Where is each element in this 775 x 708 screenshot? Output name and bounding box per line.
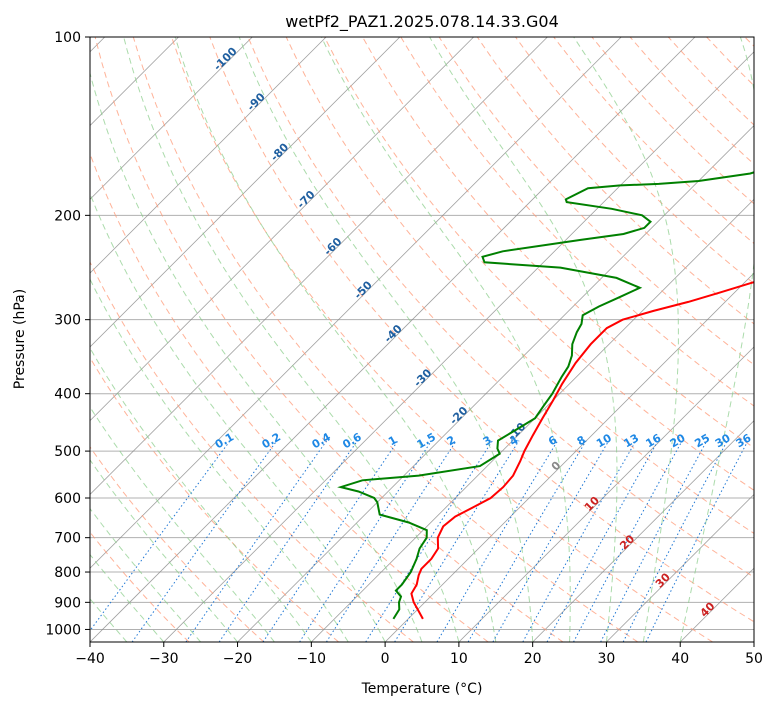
isotherm-line bbox=[237, 124, 754, 642]
y-axis-ticks: 1000 900 800 700 600 500 400 300 200 100 bbox=[45, 30, 90, 638]
x-axis-ticks: −40 −30 −20 −10 0 10 20 30 40 50 bbox=[75, 642, 763, 667]
isotherm-line bbox=[90, 37, 548, 496]
mixing-ratio-line bbox=[325, 440, 457, 642]
y-tick-label: 300 bbox=[54, 313, 81, 329]
x-tick-label: 50 bbox=[745, 651, 763, 667]
isotherm-line bbox=[90, 37, 474, 422]
y-tick-label: 700 bbox=[54, 531, 81, 547]
moist-adiabat-line bbox=[123, 37, 460, 642]
mixing-ratio-line bbox=[573, 440, 683, 642]
x-tick-label: 0 bbox=[381, 651, 390, 667]
isotherm-line bbox=[90, 37, 327, 274]
isotherm-line bbox=[532, 420, 754, 642]
x-tick-label: −30 bbox=[149, 651, 179, 667]
dry-adiabat-line bbox=[285, 37, 754, 535]
moist-adiabat-line bbox=[90, 406, 275, 642]
mixing-ratio-line bbox=[436, 440, 559, 642]
x-tick-label: 20 bbox=[524, 651, 542, 667]
moist-adiabat-line bbox=[90, 278, 349, 642]
mixing-ratio-line bbox=[467, 440, 587, 642]
y-tick-label: 1000 bbox=[45, 622, 81, 638]
moist-adiabat-line bbox=[238, 37, 534, 642]
mixing-ratio-line bbox=[645, 440, 749, 642]
isotherm-line bbox=[90, 37, 253, 200]
mixing-ratio-line bbox=[185, 440, 328, 642]
dry-adiabat-line bbox=[132, 37, 639, 642]
chart-title: wetPf2_PAZ1.2025.078.14.33.G04 bbox=[285, 12, 559, 32]
x-tick-label: −20 bbox=[223, 651, 253, 667]
isotherm-line bbox=[384, 272, 754, 642]
moist-adiabat-line bbox=[90, 192, 386, 642]
x-tick-label: 30 bbox=[598, 651, 616, 667]
moist-adiabat-line bbox=[90, 507, 202, 642]
moist-adiabat-line bbox=[90, 459, 238, 642]
y-tick-label: 600 bbox=[54, 491, 81, 507]
moist-adiabat-line bbox=[573, 37, 679, 642]
mixing-ratio-line bbox=[546, 440, 659, 642]
isotherm-line bbox=[90, 37, 401, 348]
mixing-ratio-line bbox=[365, 440, 493, 642]
dry-adiabat-line bbox=[90, 356, 339, 642]
dry-adiabat-line bbox=[438, 37, 754, 366]
x-tick-label: −10 bbox=[297, 651, 327, 667]
dry-adiabat-line bbox=[515, 37, 754, 285]
dry-adiabat-line bbox=[209, 37, 754, 623]
moist-adiabat-line bbox=[174, 37, 497, 642]
y-tick-label: 100 bbox=[54, 30, 81, 46]
mixing-ratio-line bbox=[262, 440, 399, 642]
moist-adiabat-line bbox=[90, 553, 165, 642]
background-lines bbox=[90, 37, 754, 642]
temperature-profile-line bbox=[410, 281, 754, 620]
isotherm-line bbox=[90, 37, 622, 569]
dry-adiabat-line bbox=[90, 446, 265, 642]
mixing-ratio-line bbox=[394, 440, 520, 642]
dry-adiabat-line bbox=[90, 260, 414, 642]
y-tick-label: 800 bbox=[54, 565, 81, 581]
x-axis-label: Temperature (°C) bbox=[361, 681, 483, 697]
isotherm-line bbox=[458, 346, 754, 642]
x-tick-label: 40 bbox=[671, 651, 689, 667]
y-axis-label: Pressure (hPa) bbox=[12, 289, 28, 389]
moist-adiabat-line bbox=[90, 347, 312, 642]
moist-adiabat-line bbox=[90, 71, 423, 642]
moist-adiabat-line bbox=[90, 598, 128, 642]
dry-adiabat-line bbox=[247, 37, 754, 578]
dry-adiabat-line bbox=[171, 37, 713, 642]
mixing-ratio-line bbox=[522, 440, 637, 642]
mixing-ratio-line bbox=[299, 440, 433, 642]
dewpoint-profile-line bbox=[337, 171, 754, 620]
mixing-ratio-line bbox=[218, 440, 358, 642]
moist-adiabat-line bbox=[429, 37, 618, 642]
x-tick-label: 10 bbox=[450, 651, 468, 667]
dry-adiabat-line bbox=[94, 37, 564, 642]
y-tick-label: 200 bbox=[54, 208, 81, 224]
y-tick-label: 500 bbox=[54, 444, 81, 460]
moist-adiabat-line bbox=[320, 37, 571, 642]
x-tick-label: −40 bbox=[75, 651, 105, 667]
y-tick-label: 900 bbox=[54, 595, 81, 611]
mixing-ratio-line bbox=[90, 440, 231, 632]
plot-frame bbox=[89, 36, 755, 643]
profile-lines bbox=[337, 171, 754, 620]
dry-adiabat-line bbox=[323, 37, 754, 491]
dry-adiabat-line bbox=[476, 37, 754, 325]
isotherm-line bbox=[606, 493, 754, 642]
mixing-ratio-line bbox=[131, 440, 278, 642]
y-tick-label: 400 bbox=[54, 387, 81, 403]
mixing-ratio-line bbox=[492, 440, 610, 642]
isotherm-line bbox=[163, 51, 754, 642]
moist-adiabat-line bbox=[679, 37, 754, 642]
